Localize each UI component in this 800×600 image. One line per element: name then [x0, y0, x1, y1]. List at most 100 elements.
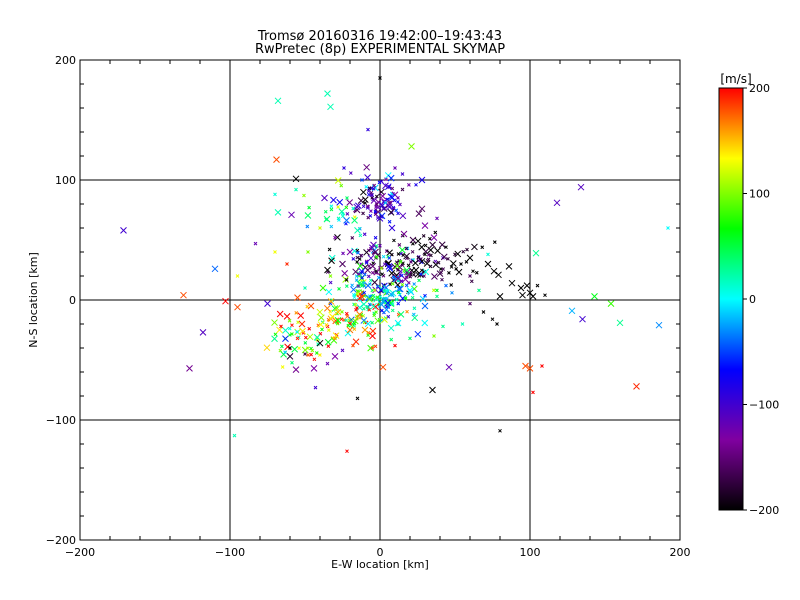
data-point: [400, 187, 405, 192]
data-point: [340, 310, 344, 314]
data-point: [222, 297, 229, 305]
data-point: [522, 362, 529, 370]
data-point: [364, 320, 372, 328]
data-point: [276, 310, 284, 318]
data-point: [361, 326, 369, 334]
data-point: [361, 196, 369, 203]
data-point: [351, 206, 356, 211]
data-point: [352, 338, 360, 346]
data-point: [387, 184, 392, 189]
data-point: [399, 295, 407, 302]
data-point: [540, 364, 544, 368]
data-point: [360, 178, 364, 182]
data-point: [303, 335, 308, 340]
data-point: [404, 283, 409, 288]
data-point: [354, 307, 358, 312]
data-point: [372, 183, 377, 188]
data-point: [393, 262, 401, 270]
data-point: [350, 236, 355, 240]
data-point: [408, 336, 412, 341]
data-point: [591, 293, 598, 300]
data-point: [399, 273, 404, 278]
data-point: [351, 343, 355, 348]
plot-area: −200 −100 0 100 200 −200 −100 0 100 200: [46, 54, 691, 559]
data-point: [279, 324, 283, 329]
data-point: [305, 224, 310, 229]
data-point: [431, 288, 436, 293]
data-point: [367, 344, 374, 352]
data-point: [370, 297, 375, 301]
chart-title: Tromsø 20160316 19:42:00–19:43:43: [257, 29, 502, 44]
data-point: [412, 259, 419, 267]
data-point: [440, 253, 448, 261]
data-point: [366, 295, 373, 303]
data-point: [235, 274, 240, 278]
data-point: [305, 304, 310, 309]
data-point: [414, 330, 422, 338]
data-point: [399, 212, 407, 220]
data-point: [290, 323, 294, 328]
data-point: [526, 365, 534, 372]
data-point: [433, 259, 438, 264]
data-point: [655, 321, 663, 329]
data-point: [396, 268, 400, 272]
data-point: [294, 294, 301, 301]
data-point: [374, 269, 378, 274]
data-point: [568, 307, 576, 315]
data-point: [352, 295, 357, 300]
data-point: [387, 256, 392, 260]
data-point: [387, 219, 392, 224]
colorbar: [m/s] 200 100 0 −100 −200: [718, 72, 779, 517]
data-point: [387, 174, 395, 182]
data-point: [394, 275, 402, 282]
data-point: [329, 224, 334, 229]
data-point: [379, 179, 384, 184]
data-point: [344, 311, 349, 316]
data-point: [441, 324, 445, 329]
data-point: [374, 310, 378, 314]
data-point: [388, 269, 396, 277]
data-point: [366, 274, 371, 279]
data-point: [409, 236, 417, 244]
data-point: [496, 293, 504, 300]
data-point: [379, 308, 384, 313]
data-point: [355, 260, 359, 264]
data-point: [495, 322, 499, 326]
data-point: [394, 281, 402, 289]
data-point: [355, 306, 359, 310]
data-point: [363, 163, 370, 171]
data-point: [299, 327, 306, 335]
data-point: [579, 315, 586, 323]
data-point: [356, 262, 364, 270]
data-point: [344, 221, 348, 226]
data-point: [471, 269, 475, 274]
data-point: [350, 283, 355, 288]
data-point: [316, 308, 324, 316]
data-point: [334, 177, 342, 184]
data-point: [461, 249, 466, 254]
data-point: [367, 186, 372, 191]
data-point: [517, 284, 525, 292]
data-point: [332, 317, 340, 325]
data-point: [455, 268, 463, 276]
data-point: [466, 254, 474, 262]
data-point: [288, 211, 295, 219]
data-point: [471, 243, 478, 251]
data-point: [316, 342, 320, 346]
data-point: [386, 265, 394, 272]
data-point: [359, 262, 363, 266]
data-point: [396, 301, 401, 306]
data-point: [313, 385, 318, 390]
data-point: [394, 260, 399, 265]
data-point: [398, 269, 403, 274]
data-point: [666, 226, 670, 230]
data-point: [323, 209, 328, 214]
data-point: [294, 310, 299, 315]
data-point: [344, 318, 348, 323]
data-point: [371, 186, 376, 191]
data-point: [396, 252, 401, 256]
data-point: [410, 249, 415, 254]
data-point: [374, 194, 379, 199]
data-point: [464, 259, 469, 264]
data-point: [465, 247, 469, 252]
